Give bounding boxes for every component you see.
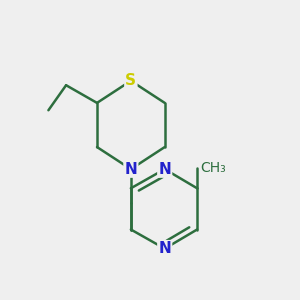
Text: N: N (158, 241, 171, 256)
Text: CH₃: CH₃ (200, 161, 226, 175)
Text: N: N (124, 162, 137, 177)
Text: S: S (125, 73, 136, 88)
Text: N: N (158, 162, 171, 177)
